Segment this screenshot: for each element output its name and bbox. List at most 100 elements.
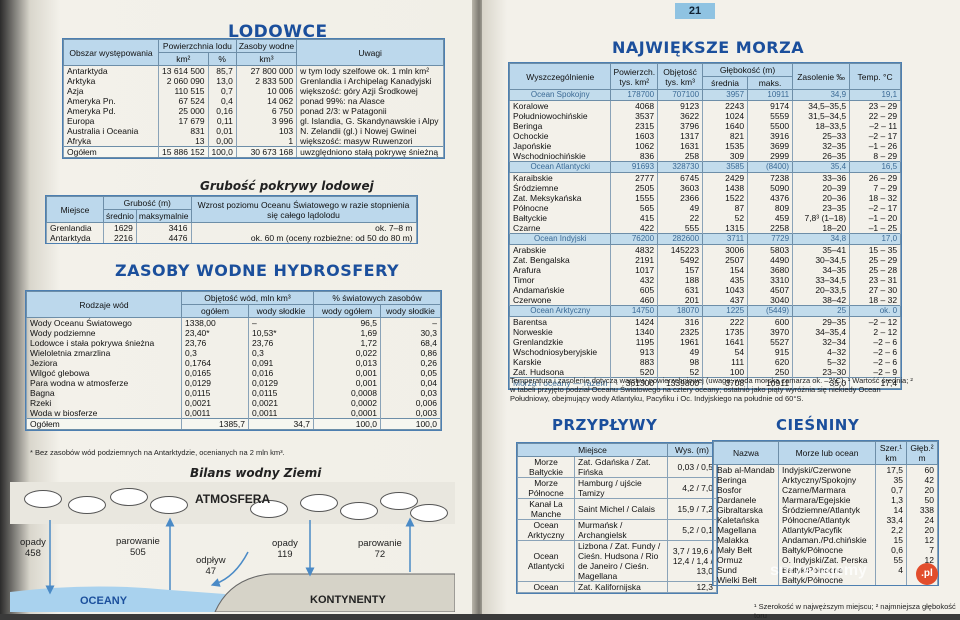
sea-name: Barentsa <box>508 316 612 327</box>
ocean-band-value: (5449) <box>747 305 794 317</box>
tide-region: Morze Bałtyckie <box>517 456 575 478</box>
ocean-band-value: 7729 <box>747 233 794 245</box>
sea-value: 9123 <box>657 100 704 111</box>
water-fresh: 0,091 <box>248 358 314 368</box>
area-pct: 0,16 <box>207 106 237 116</box>
sea-value: 1340 <box>610 327 659 337</box>
strait-name: Sund <box>713 565 779 575</box>
water-total: 0,0011 <box>181 408 249 419</box>
sea-value: 1315 <box>702 223 749 234</box>
area-km2: 2 060 090 <box>158 76 209 86</box>
sea-value: 2258 <box>747 223 794 234</box>
morza-table: Wyszczególnienie Powierzch. tys. km² Obj… <box>508 62 903 390</box>
col-km3: km³ <box>235 52 298 66</box>
opady1-label: opady 458 <box>20 537 46 559</box>
table-row: Magellana Atlantyk/Pacyfik 2,2 20 <box>713 525 938 535</box>
sea-name: Zat. Bengalska <box>508 255 612 265</box>
water-fresh: 0,3 <box>248 348 314 358</box>
sea-value: –2 – 6 <box>849 357 902 367</box>
sea-name: Karskie <box>508 357 612 367</box>
sea-value: 23 – 31 <box>849 275 902 285</box>
area-note: ponad 99%: na Alasce <box>296 96 445 106</box>
sea-name: Japońskie <box>508 141 612 151</box>
sea-value: –2 – 17 <box>849 131 902 141</box>
tide-height: 15,9 / 7,2 <box>667 498 717 520</box>
sea-value: 18 – 32 <box>849 193 902 203</box>
sea-value: 316 <box>657 316 704 327</box>
sea-value: –2 – 9 <box>849 367 902 378</box>
table-row: Ameryka Pn. 67 524 0,4 14 062 ponad 99%: na … <box>63 96 445 106</box>
sea-name: Bałtyckie <box>508 213 612 223</box>
sea-value: 201 <box>657 295 704 306</box>
table-row: Morze Bałtyckie Zat. Gdańska / Zat. Fińsk… <box>517 456 717 478</box>
strait-name: Beringa <box>713 475 779 485</box>
grubosc-avg: 1629 <box>103 222 137 233</box>
cloud-icon <box>110 488 148 506</box>
sea-value: –1 – 20 <box>849 213 902 223</box>
sea-value: 4832 <box>610 244 659 255</box>
col-max: maksymalnie <box>135 209 192 223</box>
sea-value: 437 <box>702 295 749 306</box>
cloud-icon <box>300 494 338 512</box>
table-row: Grenlandia 1629 3416 ok. 7–8 m <box>46 222 417 233</box>
sea-value: 22 – 29 <box>849 111 902 121</box>
sea-value: 87 <box>702 203 749 213</box>
water-total: 1338,00 <box>181 317 249 328</box>
sea-value: 2777 <box>610 172 659 183</box>
ciesniny-footnote: ¹ Szerokość w najwęższym miejscu; ² najm… <box>754 602 956 620</box>
table-row: Beringa 2315 3796 1640 5500 18–33,5 –2 – 11 <box>508 121 902 131</box>
sea-value: –2 – 17 <box>849 203 902 213</box>
sea-value: 20–36 <box>792 193 851 203</box>
sea-value: 18–33,5 <box>792 121 851 131</box>
ciesniny-title: CIEŚNINY <box>776 416 860 434</box>
sea-value: 1640 <box>702 121 749 131</box>
grubosc-max: 3416 <box>135 222 192 233</box>
grubosc-name: Antarktyda <box>46 233 104 243</box>
water-pct-fresh: – <box>380 317 441 328</box>
table-row: Koralowe 4068 9123 2243 9174 34,5–35,5 23 – 29 <box>508 100 902 111</box>
area-km3: 27 800 000 <box>235 65 298 76</box>
water-total: 0,1764 <box>181 358 249 368</box>
area-km3: 6 750 <box>235 106 298 116</box>
ocean-band-value: 25 <box>792 305 851 317</box>
tide-height: 3,7 / 19,6 / 12,4 / 1,4 / 13,0 <box>667 540 717 582</box>
strait-name: Ormuz <box>713 555 779 565</box>
water-type: Rzeki <box>26 398 182 408</box>
sea-value: 9174 <box>747 100 794 111</box>
strait-depth: 60 <box>906 464 938 475</box>
ocean-band-value: 10911 <box>747 89 794 101</box>
sea-value: 5803 <box>747 244 794 255</box>
area-pct: 0,11 <box>207 116 237 126</box>
table-row: Bab al-Mandab Indyjski/Czerwone 17,5 60 <box>713 464 938 475</box>
table-row: Wschodniochińskie 836 258 309 2999 26–35 8 – 2… <box>508 151 902 162</box>
sea-value: 26 – 29 <box>849 172 902 183</box>
sea-value: 1961 <box>657 337 704 347</box>
grubosc-max: 4476 <box>135 233 192 243</box>
zasoby-total-pct: 100,0 <box>313 418 381 430</box>
sea-value: 2325 <box>657 327 704 337</box>
table-row: Barentsa 1424 316 222 600 29–35 –2 – 12 <box>508 316 902 327</box>
sea-value: 20–39 <box>792 183 851 193</box>
strait-name: Wielki Bełt <box>713 575 779 585</box>
area-name: Ameryka Pd. <box>63 106 159 116</box>
tide-places: Saint Michel / Calais <box>574 498 668 520</box>
water-fresh: 10,53* <box>248 328 314 338</box>
tide-region: Morze Północne <box>517 477 575 499</box>
odplyw-arrow <box>210 551 249 587</box>
col-miejsce: Miejsce <box>46 196 104 223</box>
water-fresh: 23,76 <box>248 338 314 348</box>
parowanie1-value: 505 <box>129 547 146 558</box>
sea-value: 111 <box>702 357 749 367</box>
sea-value: 25 – 29 <box>849 255 902 265</box>
opady2-label: opady 119 <box>272 538 298 560</box>
sea-value: 4376 <box>747 193 794 203</box>
col-uwagi: Uwagi <box>296 39 445 66</box>
sea-value: 913 <box>610 347 659 357</box>
sea-value: 25 – 28 <box>849 265 902 275</box>
table-row: Ormuz O. Indyjski/Zat. Perska 55 12 <box>713 555 938 565</box>
table-row: Japońskie 1062 1631 1535 3699 32–35 –1 – 26 <box>508 141 902 151</box>
table-row: Ocean Arktyczny Murmańsk / Archangielsk 5,… <box>517 519 717 541</box>
cloud-icon <box>250 500 288 518</box>
przyplywy-table: Miejsce Wys. (m) Morze Bałtyckie Zat. Gda… <box>516 442 718 594</box>
water-total: 0,0115 <box>181 388 249 398</box>
